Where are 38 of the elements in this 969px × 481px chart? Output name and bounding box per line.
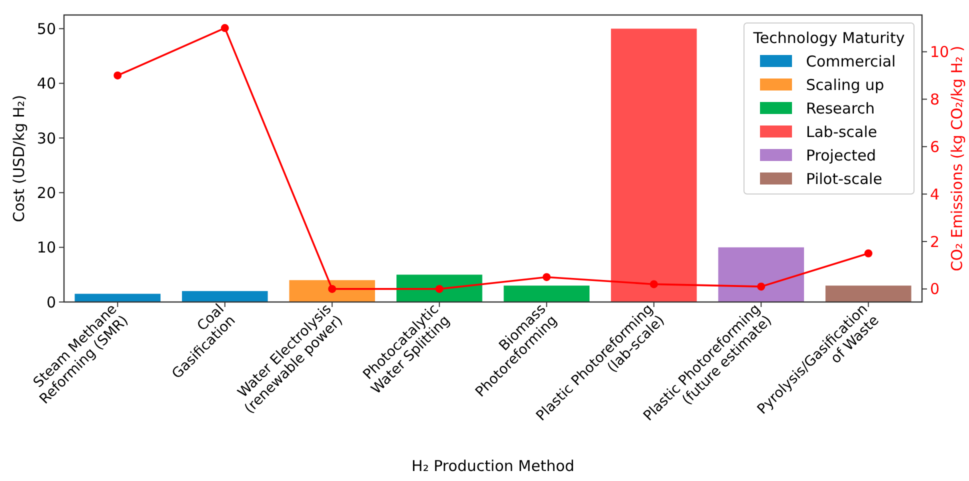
bar bbox=[396, 274, 482, 302]
legend-label: Scaling up bbox=[806, 76, 884, 94]
legend-label: Lab-scale bbox=[806, 122, 878, 141]
y2-tick-label: 0 bbox=[930, 280, 940, 298]
y-tick-label: 0 bbox=[46, 293, 56, 312]
bar bbox=[289, 280, 376, 302]
point bbox=[650, 280, 658, 288]
point bbox=[114, 71, 122, 80]
legend-label: Pilot-scale bbox=[806, 170, 882, 188]
y2-tick-label: 2 bbox=[930, 232, 940, 251]
bar bbox=[825, 286, 912, 302]
y2-tick-label: 8 bbox=[930, 90, 940, 108]
point bbox=[328, 284, 336, 293]
bar bbox=[504, 286, 590, 302]
y2-tick-label: 4 bbox=[930, 185, 940, 204]
y-tick-label: 20 bbox=[36, 184, 56, 202]
point bbox=[757, 282, 766, 291]
legend-label: Commercial bbox=[806, 52, 896, 70]
y-tick-label: 10 bbox=[36, 238, 56, 257]
legend-label: Projected bbox=[806, 146, 876, 164]
x-axis-title: H₂ Production Method bbox=[412, 457, 574, 475]
y2-axis-title: CO₂ Emissions (kg CO₂/kg H₂ ) bbox=[948, 46, 966, 272]
bar bbox=[182, 291, 268, 302]
point bbox=[864, 249, 872, 258]
legend-label: Research bbox=[806, 99, 875, 118]
legend-title: Technology Maturity bbox=[752, 29, 905, 47]
y-tick-label: 30 bbox=[36, 129, 56, 148]
point bbox=[435, 284, 444, 293]
bar bbox=[610, 28, 697, 302]
y-tick-label: 50 bbox=[36, 20, 56, 38]
y2-tick-label: 6 bbox=[930, 138, 940, 156]
y-axis-title: Cost (USD/kg H₂) bbox=[10, 94, 28, 222]
point bbox=[542, 273, 551, 282]
bar bbox=[74, 294, 161, 302]
bar bbox=[718, 247, 804, 302]
y-tick-label: 40 bbox=[36, 74, 56, 93]
y2-tick-label: 10 bbox=[930, 43, 950, 62]
point bbox=[220, 24, 229, 32]
